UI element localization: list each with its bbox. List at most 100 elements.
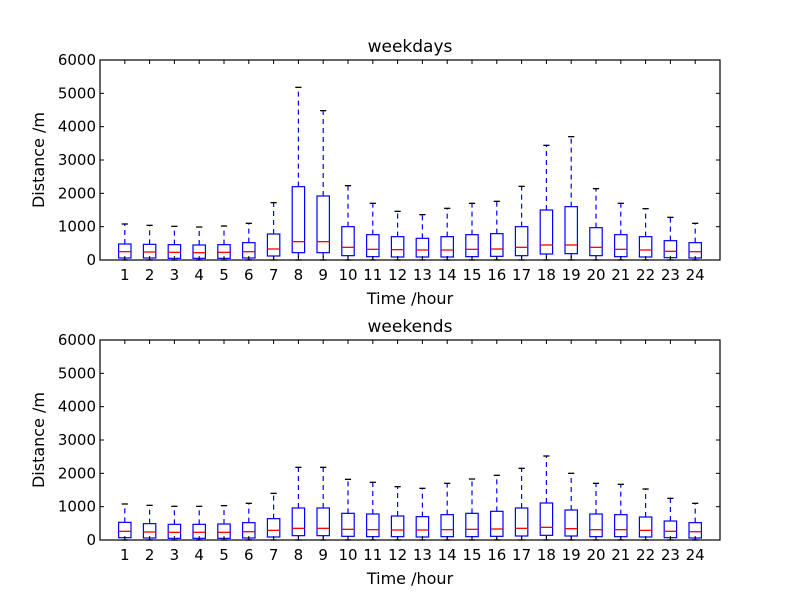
x-tick-label: 19 bbox=[562, 546, 581, 564]
x-tick-label: 3 bbox=[170, 266, 180, 284]
box-hour-12 bbox=[390, 515, 405, 538]
box-hour-20 bbox=[589, 513, 603, 538]
axes-frame bbox=[99, 339, 721, 541]
box-hour-13 bbox=[415, 237, 430, 258]
box-hour-17 bbox=[514, 226, 529, 257]
y-axis-label: Distance /m bbox=[29, 392, 48, 488]
x-tick-label: 10 bbox=[338, 266, 357, 284]
y-tick-label: 5000 bbox=[58, 84, 96, 102]
x-tick-label: 10 bbox=[338, 546, 357, 564]
box-hour-6 bbox=[242, 522, 256, 539]
box-hour-24 bbox=[688, 242, 702, 259]
box-hour-19 bbox=[564, 206, 578, 255]
x-tick-label: 16 bbox=[487, 266, 506, 284]
x-tick-label: 22 bbox=[636, 546, 655, 564]
x-tick-label: 17 bbox=[512, 546, 531, 564]
box-hour-7 bbox=[266, 518, 281, 538]
box-hour-2 bbox=[142, 243, 157, 259]
x-tick-label: 14 bbox=[438, 546, 457, 564]
x-tick-label: 14 bbox=[438, 266, 457, 284]
y-tick-label: 4000 bbox=[58, 398, 96, 416]
x-tick-label: 2 bbox=[145, 266, 155, 284]
box-hour-18 bbox=[539, 502, 554, 536]
box-hour-21 bbox=[613, 514, 628, 538]
x-tick-label: 9 bbox=[318, 546, 328, 564]
box-hour-11 bbox=[366, 234, 380, 258]
box-hour-9 bbox=[316, 195, 330, 254]
x-tick-label: 19 bbox=[562, 266, 581, 284]
y-tick-label: 2000 bbox=[58, 184, 96, 202]
box-hour-7 bbox=[266, 233, 281, 257]
x-tick-label: 5 bbox=[219, 546, 229, 564]
y-tick-label: 1000 bbox=[58, 218, 96, 236]
box-hour-15 bbox=[465, 234, 479, 258]
x-tick-label: 8 bbox=[294, 546, 304, 564]
x-axis-label: Time /hour bbox=[366, 289, 454, 308]
chart-title: weekends bbox=[368, 317, 453, 337]
x-tick-label: 5 bbox=[219, 266, 229, 284]
box-hour-12 bbox=[390, 236, 405, 258]
x-tick-label: 7 bbox=[269, 266, 279, 284]
box-hour-19 bbox=[564, 509, 578, 537]
x-tick-label: 21 bbox=[611, 546, 630, 564]
x-tick-label: 1 bbox=[120, 266, 130, 284]
x-tick-label: 16 bbox=[487, 546, 506, 564]
x-tick-label: 24 bbox=[686, 546, 705, 564]
box-hour-10 bbox=[341, 512, 355, 537]
x-tick-label: 12 bbox=[388, 266, 407, 284]
box-hour-1 bbox=[117, 521, 132, 539]
x-tick-label: 7 bbox=[269, 546, 279, 564]
x-tick-label: 13 bbox=[413, 546, 432, 564]
y-tick-label: 4000 bbox=[58, 118, 96, 136]
x-tick-label: 20 bbox=[586, 546, 605, 564]
x-tick-label: 13 bbox=[413, 266, 432, 284]
x-tick-label: 4 bbox=[194, 266, 204, 284]
box-hour-8 bbox=[291, 186, 306, 254]
box-hour-18 bbox=[539, 209, 554, 255]
box-hour-8 bbox=[291, 507, 306, 537]
box-hour-21 bbox=[613, 234, 628, 258]
x-tick-label: 22 bbox=[636, 266, 655, 284]
y-tick-label: 0 bbox=[86, 531, 96, 549]
x-tick-label: 8 bbox=[294, 266, 304, 284]
x-tick-label: 3 bbox=[170, 546, 180, 564]
axes-frame bbox=[99, 59, 721, 261]
x-tick-label: 1 bbox=[120, 546, 130, 564]
box-hour-1 bbox=[117, 243, 132, 259]
x-tick-label: 23 bbox=[661, 546, 680, 564]
subplot-weekends: weekends Time /hour Distance /m 0 1000 200… bbox=[29, 317, 721, 588]
box-hour-23 bbox=[663, 240, 678, 259]
x-tick-label: 18 bbox=[537, 266, 556, 284]
x-tick-label: 11 bbox=[363, 546, 382, 564]
x-tick-label: 6 bbox=[244, 266, 254, 284]
x-tick-label: 17 bbox=[512, 266, 531, 284]
box-hour-20 bbox=[589, 227, 603, 257]
x-tick-label: 15 bbox=[462, 266, 481, 284]
box-hour-6 bbox=[242, 242, 256, 259]
box-hour-11 bbox=[366, 513, 380, 538]
x-tick-label: 2 bbox=[145, 546, 155, 564]
box-hour-9 bbox=[316, 507, 330, 537]
box-hour-24 bbox=[688, 522, 702, 539]
box-hour-15 bbox=[465, 512, 479, 538]
x-tick-label: 6 bbox=[244, 546, 254, 564]
y-tick-label: 2000 bbox=[58, 464, 96, 482]
box-hour-16 bbox=[490, 233, 504, 257]
y-tick-label: 5000 bbox=[58, 364, 96, 382]
subplot-weekdays: weekdays Time /hour Distance /m 0 1000 200… bbox=[29, 37, 721, 308]
x-tick-label: 18 bbox=[537, 546, 556, 564]
x-axis-label: Time /hour bbox=[366, 569, 454, 588]
y-tick-label: 1000 bbox=[58, 498, 96, 516]
box-hour-22 bbox=[638, 516, 653, 538]
y-axis-label: Distance /m bbox=[29, 112, 48, 208]
x-tick-label: 9 bbox=[318, 266, 328, 284]
x-tick-label: 23 bbox=[661, 266, 680, 284]
y-tick-label: 0 bbox=[86, 251, 96, 269]
box-hour-17 bbox=[514, 507, 529, 537]
box-hour-10 bbox=[341, 226, 355, 257]
box-hour-2 bbox=[142, 523, 157, 539]
x-tick-label: 24 bbox=[686, 266, 705, 284]
box-hour-16 bbox=[490, 510, 504, 537]
y-tick-label: 6000 bbox=[58, 331, 96, 349]
